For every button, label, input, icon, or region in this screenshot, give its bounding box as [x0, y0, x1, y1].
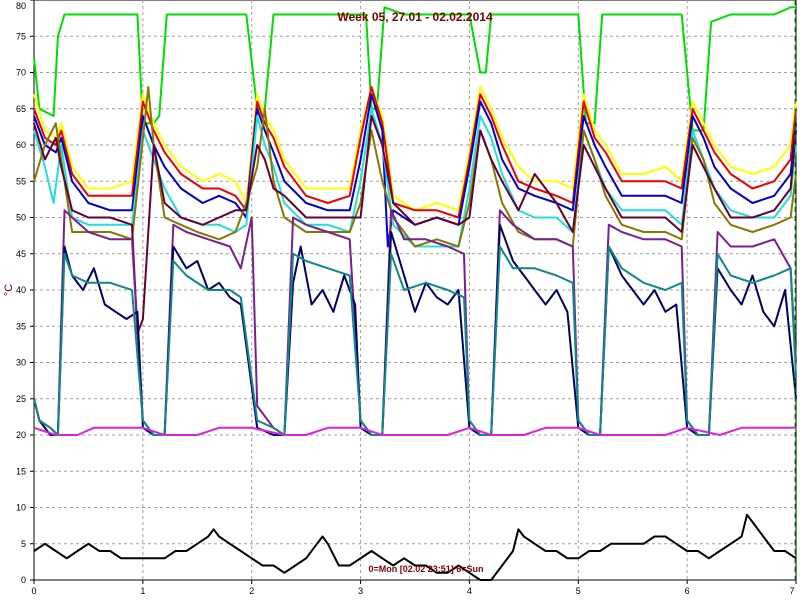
x-tick-label: 3: [358, 586, 363, 596]
y-tick-label: 15: [16, 466, 26, 476]
y-tick-label: 70: [16, 68, 26, 78]
series-lines: [33, 6, 797, 581]
y-tick-label: 5: [21, 539, 26, 549]
x-axis-ticks: 0 1 2 3 4 5 6 7: [31, 580, 797, 596]
x-tick-label: 7: [789, 586, 794, 596]
y-axis-ticks: 0 5 10 15 20 25 30 35 40 45 50 55 60 65 70 75 80: [16, 0, 34, 585]
y-tick-label: 10: [16, 503, 26, 513]
chart-title: Week 05, 27.01 - 02.02.2014: [337, 10, 493, 24]
series-line-6: [33, 86, 797, 248]
series-line-12: [33, 513, 797, 581]
series-line-7: [33, 115, 797, 335]
y-tick-label: 35: [16, 321, 26, 331]
x-tick-label: 1: [140, 586, 145, 596]
series-line-11: [33, 426, 796, 436]
y-tick-label: 75: [16, 31, 26, 41]
series-line-5: [33, 107, 797, 248]
y-tick-label: 0: [21, 575, 26, 585]
x-tick-label: 5: [576, 586, 581, 596]
chart-footer: 0=Mon [02.02 23:51] 6=Sun: [368, 564, 483, 574]
series-line-10: [33, 245, 797, 436]
y-axis-label: °C: [3, 284, 15, 296]
y-tick-label: 20: [16, 430, 26, 440]
y-tick-label: 40: [16, 285, 26, 295]
y-tick-label: 45: [16, 249, 26, 259]
x-tick-label: 2: [249, 586, 254, 596]
x-tick-label: 6: [685, 586, 690, 596]
y-tick-label: 25: [16, 394, 26, 404]
y-tick-label: 30: [16, 358, 26, 368]
x-tick-label: 0: [31, 586, 36, 596]
y-tick-label: 80: [16, 1, 26, 11]
y-tick-label: 50: [16, 213, 26, 223]
y-tick-label: 55: [16, 176, 26, 186]
x-tick-label: 4: [467, 586, 472, 596]
y-tick-label: 60: [16, 140, 26, 150]
grid: [34, 0, 796, 580]
y-tick-label: 65: [16, 104, 26, 114]
